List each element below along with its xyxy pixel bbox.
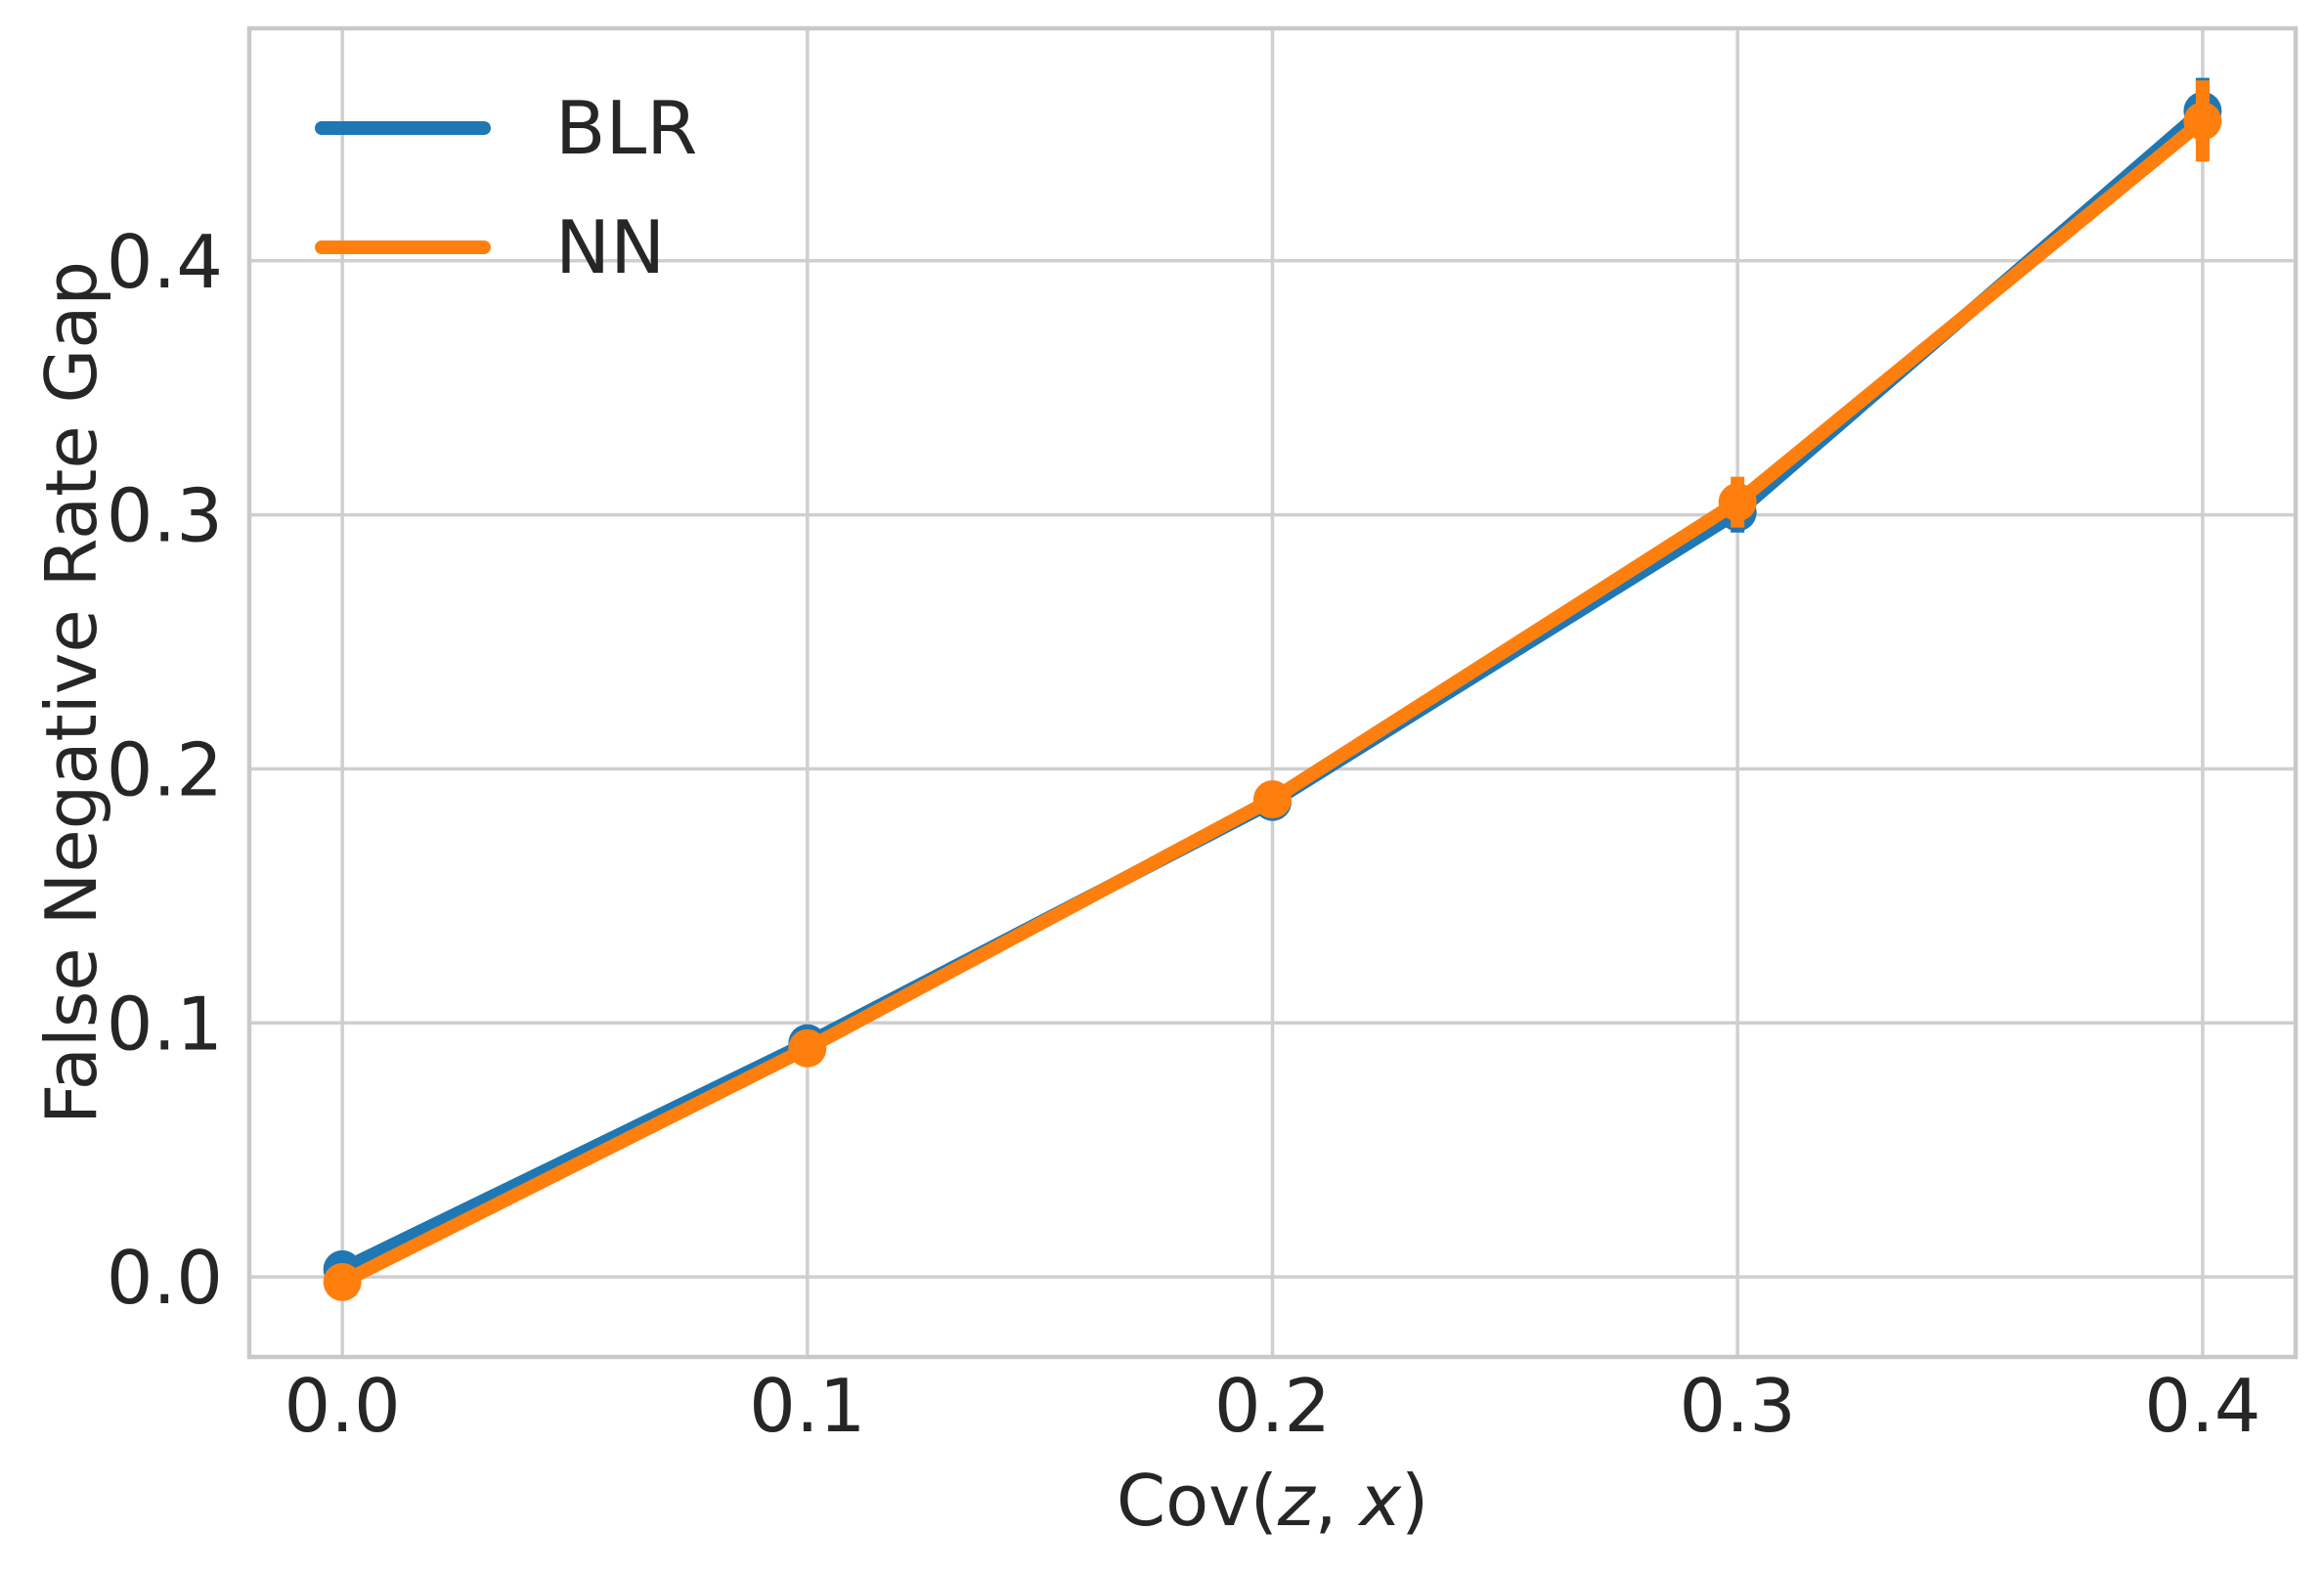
y-tick-label-0.0: 0.0 [107,1235,223,1321]
y-tick-label-0.2: 0.2 [107,726,223,812]
y-tick-label-0.3: 0.3 [107,473,223,559]
x-tick-label-0.2: 0.2 [1214,1363,1331,1449]
data-point-nn-4 [2183,102,2222,141]
x-tick-label-0.3: 0.3 [1680,1363,1796,1449]
data-point-nn-3 [1718,483,1757,522]
x-tick-label-0.1: 0.1 [749,1363,865,1449]
x-tick-label-0.4: 0.4 [2144,1363,2260,1449]
legend-line-blr-swatch [315,121,491,135]
legend-item-nn: NN [315,188,697,307]
data-point-nn-0 [323,1262,362,1301]
y-tick-label-0.4: 0.4 [107,219,223,305]
legend-item-blr: BLR [315,68,697,188]
data-point-nn-1 [788,1028,827,1068]
legend-label-nn: NN [555,203,666,290]
legend: BLR NN [315,68,697,307]
data-point-nn-2 [1253,780,1292,819]
x-axis-label: Cov(z, x) [1117,1460,1428,1542]
y-axis-label: False Negative Rate Gap [30,261,112,1124]
legend-label-blr: BLR [555,84,698,171]
axes-spines [246,25,2299,1360]
legend-line-nn-swatch [315,240,491,254]
y-tick-label-0.1: 0.1 [107,981,223,1067]
x-tick-label-0.0: 0.0 [284,1363,400,1449]
